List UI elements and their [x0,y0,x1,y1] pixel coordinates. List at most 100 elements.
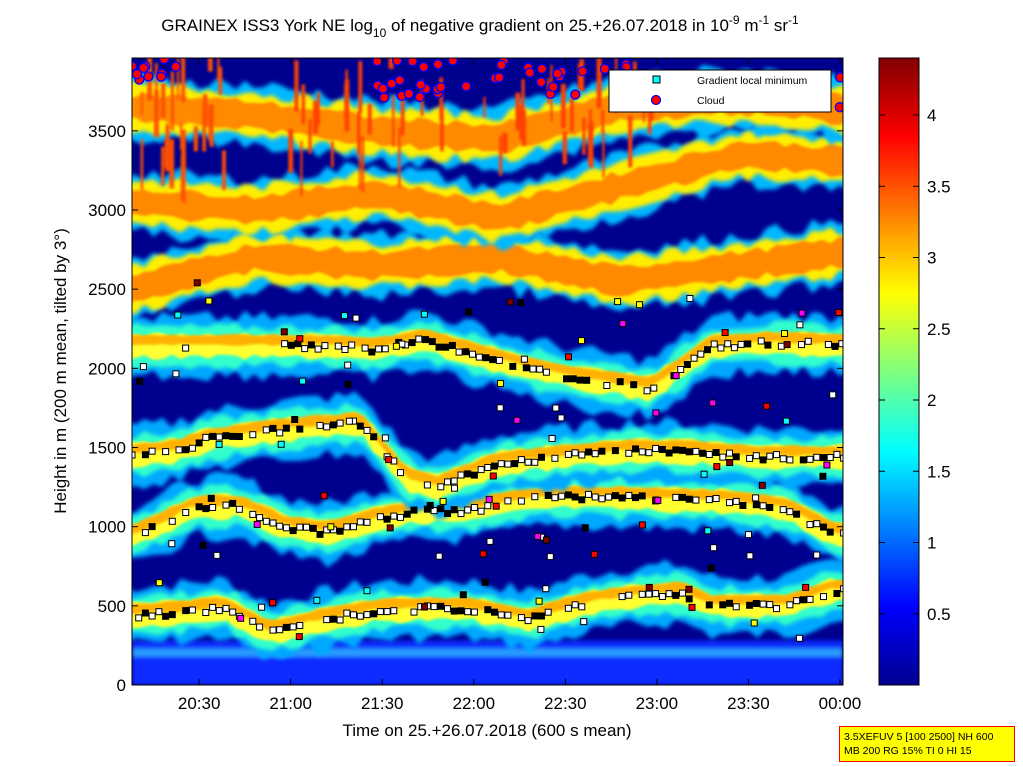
gradient-minimum-marker [868,534,874,540]
gradient-minimum-marker [953,339,959,345]
gradient-minimum-marker [451,484,458,492]
cloud-marker [493,72,505,83]
gradient-minimum-markers [132,279,1014,642]
gradient-minimum-marker [819,472,827,480]
colorbar-tick-label: 0.5 [927,605,951,624]
gradient-minimum-marker [249,431,257,439]
hot-streak [193,126,198,152]
cloud-marker [851,113,860,122]
cloud-marker [377,83,389,94]
gradient-minimum-marker [457,471,465,479]
gradient-minimum-marker [632,445,639,453]
hot-streak [400,100,405,136]
band-layer1-core [132,579,843,632]
gradient-minimum-marker [571,493,579,501]
gradient-minimum-marker [390,607,398,615]
gradient-minimum-marker [199,541,207,549]
gradient-minimum-marker [444,478,451,486]
gradient-minimum-marker [868,450,874,456]
gradient-minimum-marker [437,505,445,513]
cloud-marker [1012,85,1021,94]
gradient-minimum-marker [935,597,941,603]
upper-region-1-inner-shape [132,141,843,230]
gradient-minimum-marker [746,601,754,609]
hot-streak [300,140,303,197]
gradient-minimum-marker [141,529,149,537]
gradient-minimum-marker [464,470,472,478]
cloud-marker [552,68,563,79]
gradient-minimum-marker [677,366,685,373]
gradient-minimum-marker [336,419,344,427]
gradient-minimum-marker [995,522,1001,528]
gradient-minimum-marker [652,445,660,452]
gradient-minimum-marker [585,448,592,456]
cloud-marker [945,120,954,129]
gradient-minimum-marker [724,340,732,348]
gradient-minimum-marker [833,450,841,458]
gradient-minimum-marker [746,552,754,560]
gradient-minimum-marker [524,617,532,625]
y-tick-label: 2000 [88,359,126,378]
hot-streak [589,108,592,167]
gradient-minimum-marker [222,604,230,612]
gradient-minimum-marker [690,354,698,362]
gradient-minimum-marker [710,340,718,348]
gradient-minimum-marker [464,608,472,616]
gradient-minimum-marker [139,363,147,371]
gradient-minimum-marker [344,361,352,369]
gradient-minimum-marker [636,301,643,309]
gradient-minimum-marker [968,536,974,542]
hot-streak [208,105,211,141]
gradient-minimum-marker [638,590,646,598]
hot-streak [361,136,365,193]
info-line-1: 3.5XEFUV 5 [100 2500] NH 600 [844,731,994,743]
cloud-marker [392,58,403,66]
gradient-minimum-marker [420,310,428,318]
gradient-minimum-marker [336,527,344,535]
gradient-minimum-marker [336,616,344,624]
gradient-minimum-marker [334,342,342,350]
cloud-marker [981,63,990,72]
gradient-minimum-marker [397,513,404,521]
gradient-minimum-marker [548,435,556,442]
gradient-minimum-marker [509,362,517,370]
gradient-minimum-marker [796,321,804,329]
info-line-2: MB 200 RG 15% TI 0 HI 15 [844,745,972,757]
gradient-minimum-marker [719,453,727,461]
cloud-marker [930,73,939,82]
gradient-minimum-marker [135,614,143,622]
gradient-minimum-marker [840,585,843,593]
gradient-minimum-marker [329,421,337,429]
gradient-minimum-marker [383,515,391,523]
gradient-minimum-marker [940,340,946,346]
hot-streak [181,58,186,103]
gradient-minimum-marker [529,365,537,373]
hot-streak [288,129,294,173]
gradient-minimum-marker [375,345,383,353]
x-tick-label: 23:30 [727,694,770,713]
cloud-marker [432,59,444,70]
gradient-minimum-marker [531,458,539,466]
gradient-minimum-marker [1008,474,1014,480]
gradient-minimum-marker [730,344,738,352]
legend-gradient-minimum-icon [652,75,661,84]
gradient-minimum-marker [672,493,680,501]
hot-streak [647,110,652,135]
gradient-minimum-marker [638,448,646,456]
hot-streak [502,132,508,154]
gradient-minimum-marker [356,518,364,526]
cloud-marker [845,65,854,74]
gradient-minimum-marker [162,612,170,620]
gradient-minimum-marker [598,447,606,455]
gradient-minimum-marker [766,504,774,511]
gradient-minimum-marker [269,599,277,607]
info-box: 3.5XEFUV 5 [100 2500] NH 600 MB 200 RG 1… [839,726,1015,762]
gradient-minimum-marker [551,454,559,462]
gradient-minimum-marker [168,611,176,619]
gradient-minimum-marker [410,608,418,616]
hot-streak [521,110,527,146]
gradient-minimum-marker [820,454,827,462]
gradient-minimum-marker [712,495,720,502]
gradient-minimum-marker [141,451,149,459]
gradient-minimum-marker [726,449,733,457]
